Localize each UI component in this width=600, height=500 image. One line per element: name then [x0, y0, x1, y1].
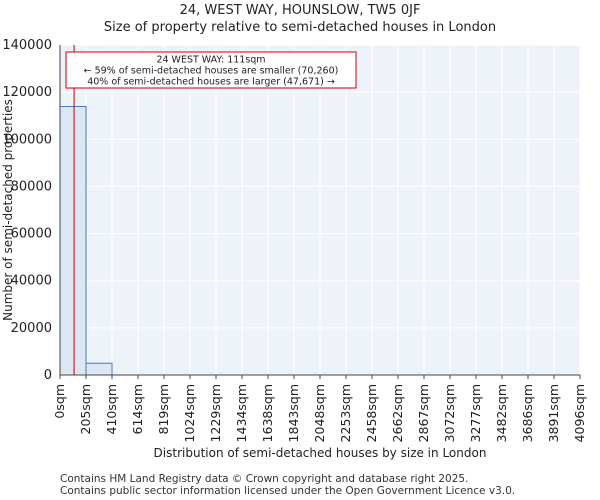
x-tick-label: 2253sqm: [338, 384, 353, 442]
x-axis-label: Distribution of semi-detached houses by …: [154, 446, 487, 460]
gridlines: [59, 44, 581, 376]
x-tick-label: 3072sqm: [442, 384, 457, 442]
histogram-bar: [59, 106, 87, 376]
x-tick-label: 1434sqm: [234, 384, 249, 442]
property-marker: 24 WEST WAY: 111sqm← 59% of semi-detache…: [65, 45, 357, 375]
y-tick-label: 80000: [11, 179, 52, 194]
footer-copyright: Contains HM Land Registry data © Crown c…: [60, 473, 469, 485]
x-tick-label: 0sqm: [52, 384, 67, 419]
bars: [59, 106, 113, 376]
x-tick-label: 2458sqm: [364, 384, 379, 442]
x-tick-label: 2662sqm: [390, 384, 405, 442]
x-tick-label: 614sqm: [130, 384, 145, 434]
x-tick-label: 3482sqm: [494, 384, 509, 442]
x-tick-label: 410sqm: [104, 384, 119, 434]
x-tick-label: 1638sqm: [260, 384, 275, 442]
histogram-bar: [85, 362, 113, 376]
y-tick-label: 120000: [2, 85, 52, 100]
y-tick-label: 20000: [11, 321, 52, 336]
x-tick-label: 3686sqm: [520, 384, 535, 442]
x-tick-label: 1843sqm: [286, 384, 301, 442]
x-tick-label: 205sqm: [78, 384, 93, 434]
y-tick-label: 140000: [2, 38, 52, 53]
axes: 0 20000 40000 60000 80000 100000 120000 140000 0…: [2, 38, 587, 442]
chart-subtitle: Size of property relative to semi-detach…: [103, 20, 497, 35]
y-tick-label: 60000: [11, 227, 52, 242]
x-tick-label: 3891sqm: [546, 384, 561, 442]
x-tick-label: 3277sqm: [468, 384, 483, 442]
x-tick-label: 4096sqm: [572, 384, 587, 442]
y-tick-label: 40000: [11, 274, 52, 289]
x-tick-label: 819sqm: [156, 384, 171, 434]
annotation-text: 40% of semi-detached houses are larger (…: [87, 77, 335, 88]
annotation-box: [65, 51, 357, 89]
annotation-text: 24 WEST WAY: 111sqm: [156, 55, 265, 66]
x-tick-label: 2048sqm: [312, 384, 327, 442]
y-axis-label: Number of semi-detached properties: [1, 99, 15, 321]
x-tick-label: 1024sqm: [182, 384, 197, 442]
x-tick-label: 1229sqm: [208, 384, 223, 442]
x-tick-label: 2867sqm: [416, 384, 431, 442]
annotation-text: ← 59% of semi-detached houses are smalle…: [84, 66, 339, 77]
footer-licence: Contains public sector information licen…: [60, 485, 516, 497]
chart-title: 24, WEST WAY, HOUNSLOW, TW5 0JF: [179, 3, 421, 18]
y-tick-label: 100000: [2, 132, 52, 147]
y-tick-label: 0: [44, 368, 52, 383]
